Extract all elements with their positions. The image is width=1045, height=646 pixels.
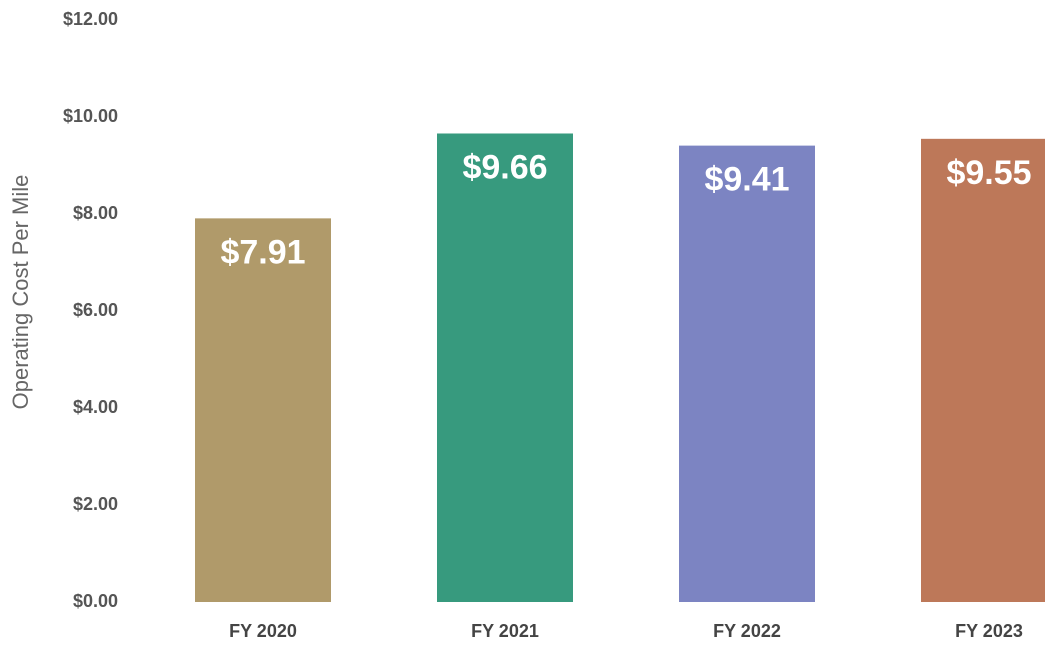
x-tick-label: FY 2022: [713, 621, 781, 641]
y-tick-label: $4.00: [73, 397, 118, 417]
y-tick-label: $2.00: [73, 494, 118, 514]
value-label: $9.66: [462, 148, 547, 186]
y-tick-label: $10.00: [63, 106, 118, 126]
y-axis-title: Operating Cost Per Mile: [8, 175, 33, 410]
bar: [437, 133, 573, 603]
bar: [195, 218, 331, 603]
x-tick-label: FY 2021: [471, 621, 539, 641]
bar: [921, 138, 1045, 602]
value-label: $9.55: [946, 154, 1031, 192]
x-tick-label: FY 2020: [229, 621, 297, 641]
y-tick-label: $8.00: [73, 203, 118, 223]
value-label: $7.91: [220, 233, 305, 271]
x-tick-label: FY 2023: [955, 621, 1023, 641]
y-tick-label: $0.00: [73, 591, 118, 611]
value-label: $9.41: [704, 161, 789, 199]
y-tick-label: $6.00: [73, 300, 118, 320]
y-tick-label: $12.00: [63, 9, 118, 29]
bar: [679, 145, 815, 603]
